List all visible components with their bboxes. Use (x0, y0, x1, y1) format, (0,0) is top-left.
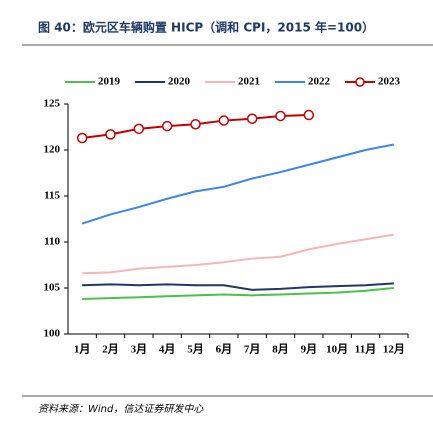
point-marker (246, 113, 258, 124)
x-tick-label: 5月 (187, 343, 204, 356)
legend-label: 2019 (98, 76, 121, 88)
point-marker (303, 109, 315, 121)
series-line (82, 282, 394, 291)
legend-label: 2021 (238, 76, 260, 88)
point-marker (133, 123, 145, 135)
x-tick-label: 3月 (131, 343, 148, 356)
x-tick-label: 9月 (301, 343, 318, 356)
y-tick-label: 120 (44, 144, 61, 156)
y-tick-label: 105 (44, 282, 61, 294)
legend-marker (355, 77, 365, 87)
y-tick-label: 100 (44, 328, 61, 340)
x-tick-label: 10月 (326, 343, 348, 356)
x-tick-label: 4月 (159, 343, 176, 356)
legend-label: 2020 (168, 76, 191, 88)
point-marker (161, 120, 173, 132)
point-marker (105, 129, 116, 140)
series-line (82, 287, 394, 301)
legend-label: 2022 (308, 76, 331, 88)
source: 资料来源：Wind，信达证券研发中心 (38, 403, 204, 415)
point-marker (275, 110, 286, 122)
x-tick-label: 6月 (216, 343, 233, 356)
point-marker (218, 115, 230, 126)
x-tick-label: 1月 (74, 343, 91, 356)
x-tick-label: 8月 (272, 343, 289, 356)
x-tick-label: 2月 (102, 343, 119, 356)
y-tick-label: 110 (44, 236, 60, 248)
x-tick-label: 12月 (383, 343, 405, 356)
point-marker (76, 132, 88, 144)
point-marker (190, 118, 201, 130)
x-tick-label: 11月 (355, 343, 376, 356)
series-line (82, 233, 394, 275)
chart-title: 图 40：欧元区车辆购置 HICP（调和 CPI，2015 年=100） (38, 20, 374, 35)
legend-label: 2023 (378, 76, 401, 88)
series-line (81, 143, 395, 225)
y-tick-label: 125 (44, 98, 61, 110)
x-tick-label: 7月 (244, 343, 261, 356)
y-tick-label: 115 (44, 190, 60, 202)
